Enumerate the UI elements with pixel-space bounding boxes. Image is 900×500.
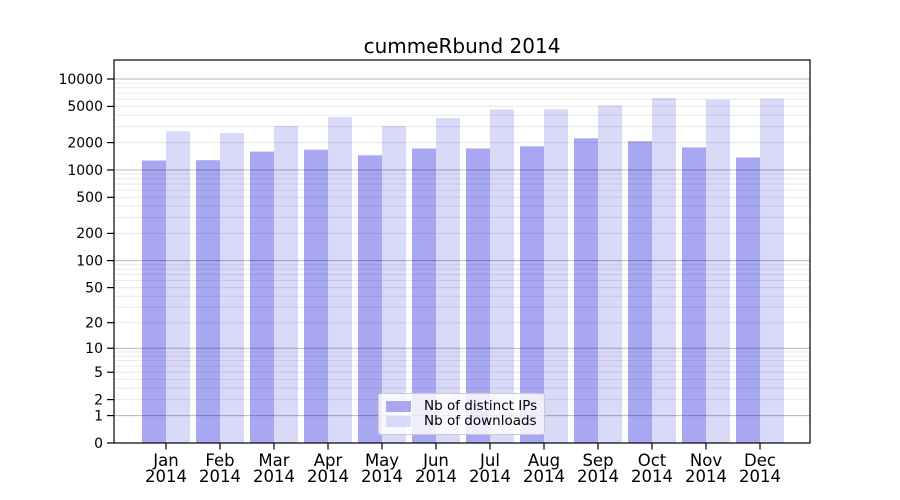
y-tick-label: 5	[94, 365, 103, 381]
x-tick-label-month: Dec	[744, 451, 776, 470]
bar-downloads-apr	[328, 117, 352, 443]
x-tick-label-month: Jun	[422, 451, 449, 470]
x-tick-label-month: Mar	[258, 451, 289, 470]
bar-distinct-ips-mar	[250, 151, 274, 443]
x-tick-label-year: 2014	[415, 467, 457, 486]
x-tick-label-year: 2014	[307, 467, 349, 486]
y-tick-label: 500	[76, 190, 103, 206]
y-tick-label: 10	[85, 341, 103, 357]
bar-distinct-ips-feb	[196, 160, 220, 443]
y-tick-label: 200	[76, 226, 103, 242]
bar-downloads-may	[382, 126, 406, 443]
y-tick-label: 1000	[67, 163, 103, 179]
x-tick-label-year: 2014	[469, 467, 511, 486]
x-tick-label-month: Apr	[314, 451, 343, 470]
legend-label-distinct-ips: Nb of distinct IPs	[424, 398, 538, 414]
y-tick-label: 50	[85, 280, 103, 296]
legend-swatch-downloads	[386, 416, 411, 427]
x-tick-label-month: Sep	[582, 451, 613, 470]
bar-downloads-feb	[220, 133, 244, 443]
x-tick-label-month: Aug	[528, 451, 560, 470]
x-tick-label-month: May	[365, 451, 399, 470]
legend-label-downloads: Nb of downloads	[424, 413, 537, 429]
x-tick-label-year: 2014	[523, 467, 565, 486]
x-tick-label-month: Jul	[479, 451, 500, 470]
x-tick-label-year: 2014	[739, 467, 781, 486]
bar-distinct-ips-oct	[628, 141, 652, 443]
x-tick-label-year: 2014	[631, 467, 673, 486]
plot-frame	[113, 59, 811, 444]
bar-downloads-jul	[490, 109, 514, 444]
y-tick-label: 0	[94, 436, 103, 452]
y-tick-label: 1	[94, 408, 103, 424]
x-tick-label-month: Nov	[690, 451, 722, 470]
bar-downloads-jan	[166, 131, 190, 444]
x-tick-label-year: 2014	[145, 467, 187, 486]
bar-downloads-mar	[274, 125, 298, 443]
bar-distinct-ips-sep	[574, 138, 598, 444]
chart-title: cummeRbund 2014	[363, 34, 561, 58]
bar-downloads-sep	[598, 105, 622, 444]
y-tick-label: 10000	[58, 72, 103, 88]
bar-distinct-ips-dec	[736, 157, 760, 443]
bar-downloads-jun	[436, 118, 460, 443]
x-tick-label-month: Jan	[152, 451, 178, 470]
bar-downloads-nov	[706, 99, 730, 443]
y-tick-label: 2000	[67, 135, 103, 151]
bar-downloads-oct	[652, 98, 676, 443]
legend-item-downloads: Nb of downloads	[386, 414, 538, 429]
y-tick-label: 2	[94, 392, 103, 408]
x-tick-label-year: 2014	[577, 467, 619, 486]
x-tick-label-month: Feb	[205, 451, 234, 470]
legend-swatch-distinct-ips	[386, 401, 411, 412]
x-tick-label-month: Oct	[638, 451, 667, 470]
x-tick-label-year: 2014	[199, 467, 241, 486]
legend-item-distinct-ips: Nb of distinct IPs	[386, 399, 538, 414]
bar-distinct-ips-apr	[304, 149, 328, 443]
y-tick-label: 5000	[67, 99, 103, 115]
bar-distinct-ips-jan	[142, 160, 166, 443]
legend: Nb of distinct IPs Nb of downloads	[378, 393, 545, 435]
bar-distinct-ips-nov	[682, 147, 706, 443]
x-tick-label-year: 2014	[685, 467, 727, 486]
x-tick-label-year: 2014	[361, 467, 403, 486]
x-tick-label-year: 2014	[253, 467, 295, 486]
bar-downloads-aug	[544, 109, 568, 444]
y-tick-label: 20	[85, 316, 103, 332]
bar-downloads-dec	[760, 98, 784, 443]
y-tick-label: 100	[76, 253, 103, 269]
